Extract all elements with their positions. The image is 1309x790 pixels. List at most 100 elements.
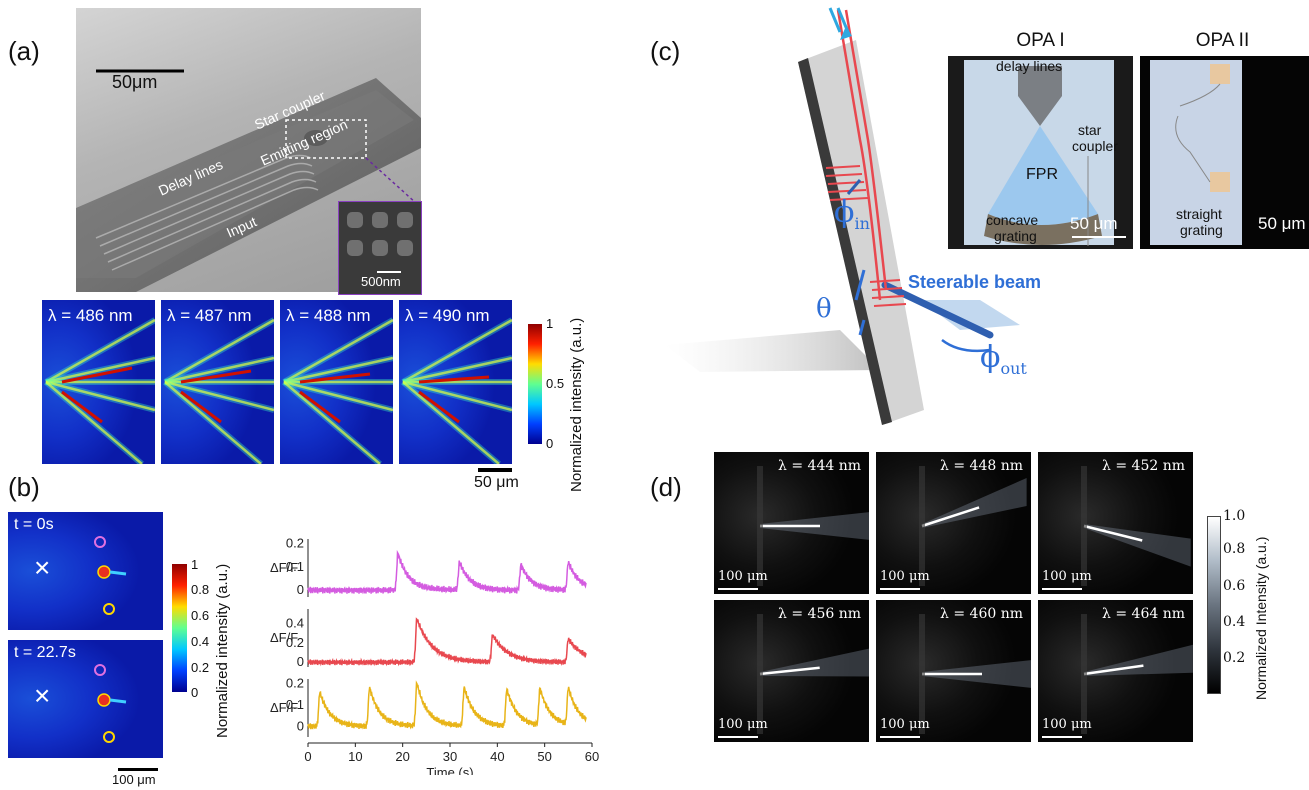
x-tick-label: 30 xyxy=(443,749,457,764)
colorbar-tick: 0.8 xyxy=(1223,541,1246,557)
colorbar-tick: 0.4 xyxy=(191,634,210,649)
wavelength-label: λ = 448 nm xyxy=(940,458,1023,474)
beam-image: λ = 487 nm xyxy=(161,300,274,464)
sem-image: 50μm Star coupler Delay lines Emitting r… xyxy=(76,8,421,292)
colorbar-tick: 0.4 xyxy=(1223,614,1246,630)
wavelength-label: λ = 486 nm xyxy=(48,306,133,325)
y-tick-label: 0.2 xyxy=(286,536,304,551)
opa1-title: OPA I xyxy=(1016,30,1065,51)
x-axis-label: Time (s) xyxy=(426,765,473,775)
y-tick-label: 0 xyxy=(297,582,304,597)
colorbar-tick: 0.6 xyxy=(191,608,210,623)
colorbar-tick: 1 xyxy=(546,316,554,331)
colorbar-a xyxy=(528,324,542,444)
scale-bar-line xyxy=(118,768,158,771)
y-tick-label: 0 xyxy=(297,718,304,733)
scale-bar-label: 100 μm xyxy=(718,717,768,732)
opa2-straight: straight xyxy=(1176,206,1222,222)
colorbar-tick: 0 xyxy=(191,685,199,700)
wavelength-label: λ = 460 nm xyxy=(940,606,1023,622)
scale-bar-label: 100 μm xyxy=(112,772,156,787)
trace-line xyxy=(307,549,587,595)
colorbar-tick: 1 xyxy=(191,557,199,572)
wavelength-label: λ = 490 nm xyxy=(405,306,490,325)
sem-inset: 500nm xyxy=(338,201,422,295)
x-tick-label: 40 xyxy=(490,749,504,764)
cross-marker: × xyxy=(34,680,51,711)
opa1-grating: grating xyxy=(994,228,1037,244)
beam-image: λ = 444 nm 100 μm xyxy=(714,452,869,594)
scale-bar-label: 100 μm xyxy=(1042,717,1092,732)
scale-bar-label: 100 μm xyxy=(1042,569,1092,584)
colorbar-label: Normalized intensity (a.u.) xyxy=(214,563,231,738)
x-tick-label: 20 xyxy=(395,749,409,764)
time-label: t = 0s xyxy=(14,516,54,533)
scale-bar-line xyxy=(478,468,512,472)
colorbar-tick: 1.0 xyxy=(1223,508,1246,524)
y-tick-label: 0.1 xyxy=(286,559,304,574)
colorbar-label: Normalized Intensity (a.u.) xyxy=(1253,536,1269,700)
opa1-star: star xyxy=(1078,122,1102,138)
panel-label-b: (b) xyxy=(8,472,40,502)
opa1-image: delay lines star coupler FPR concave gra… xyxy=(948,56,1133,249)
opa1-scale: 50 μm xyxy=(1070,214,1118,233)
scale-bar-label: 50 μm xyxy=(474,474,519,491)
colorbar-tick: 0 xyxy=(546,436,554,451)
y-tick-label: 0.2 xyxy=(286,675,304,690)
y-axis-label: ΔF/F xyxy=(270,630,298,645)
opa1-coupler: coupler xyxy=(1072,138,1118,154)
x-tick-label: 50 xyxy=(537,749,551,764)
colorbar-tick: 0.2 xyxy=(1223,650,1246,666)
colorbar-tick: 0.8 xyxy=(191,582,210,597)
beam-image: λ = 448 nm 100 μm xyxy=(876,452,1031,594)
colorbar-tick: 0.6 xyxy=(1223,578,1246,594)
probe-schematic xyxy=(665,7,1020,425)
phi-in-label: ϕin xyxy=(834,195,870,233)
beam-image: λ = 490 nm xyxy=(399,300,512,464)
sem-scale-bar: 50μm xyxy=(112,72,158,92)
trace-line xyxy=(307,680,587,730)
beam-image: λ = 464 nm 100 μm xyxy=(1038,600,1193,742)
panel-label-c: (c) xyxy=(650,36,681,66)
scale-bar-label: 100 μm xyxy=(880,717,930,732)
panel-label-a: (a) xyxy=(8,36,40,66)
opa2-title: OPA II xyxy=(1195,30,1250,51)
opa2-scale: 50 μm xyxy=(1258,214,1306,233)
wavelength-label: λ = 456 nm xyxy=(778,606,861,622)
opa1-concave: concave xyxy=(986,212,1039,228)
phi-out-label: ϕout xyxy=(980,340,1027,378)
calcium-frame: t = 22.7s × xyxy=(8,640,163,758)
beam-image: λ = 456 nm 100 μm xyxy=(714,600,869,742)
inset-scale-bar: 500nm xyxy=(361,274,401,289)
beam-image: λ = 488 nm xyxy=(280,300,393,464)
opa1-delay-lines: delay lines xyxy=(996,58,1063,74)
cross-marker: × xyxy=(34,552,51,583)
colorbar-b xyxy=(172,564,187,692)
colorbar-tick: 0.2 xyxy=(191,660,210,675)
wavelength-label: λ = 444 nm xyxy=(778,458,861,474)
scale-bar-label: 100 μm xyxy=(718,569,768,584)
theta-label: θ xyxy=(816,294,832,324)
panel-label-d: (d) xyxy=(650,472,682,502)
y-tick-label: 0.1 xyxy=(286,697,304,712)
y-axis-label: ΔF/F xyxy=(270,700,298,715)
beam-image: λ = 452 nm 100 μm xyxy=(1038,452,1193,594)
trace-line xyxy=(307,617,587,667)
x-tick-label: 10 xyxy=(348,749,362,764)
calcium-frame: t = 0s × xyxy=(8,512,163,630)
beam-image: λ = 486 nm xyxy=(42,300,155,464)
time-label: t = 22.7s xyxy=(14,644,76,661)
wavelength-label: λ = 452 nm xyxy=(1102,458,1185,474)
colorbar-d xyxy=(1207,516,1221,694)
steerable-beam-label: Steerable beam xyxy=(908,272,1042,292)
opa2-grating: grating xyxy=(1180,222,1223,238)
colorbar-label: Normalized intensity (a.u.) xyxy=(568,317,585,492)
y-tick-label: 0 xyxy=(297,654,304,669)
y-tick-label: 0.2 xyxy=(286,635,304,650)
opa2-image: straight grating 50 μm xyxy=(1140,56,1309,249)
scale-bar-label: 100 μm xyxy=(880,569,930,584)
x-tick-label: 0 xyxy=(304,749,311,764)
y-axis-label: ΔF/F xyxy=(270,560,298,575)
beam-image: λ = 460 nm 100 μm xyxy=(876,600,1031,742)
